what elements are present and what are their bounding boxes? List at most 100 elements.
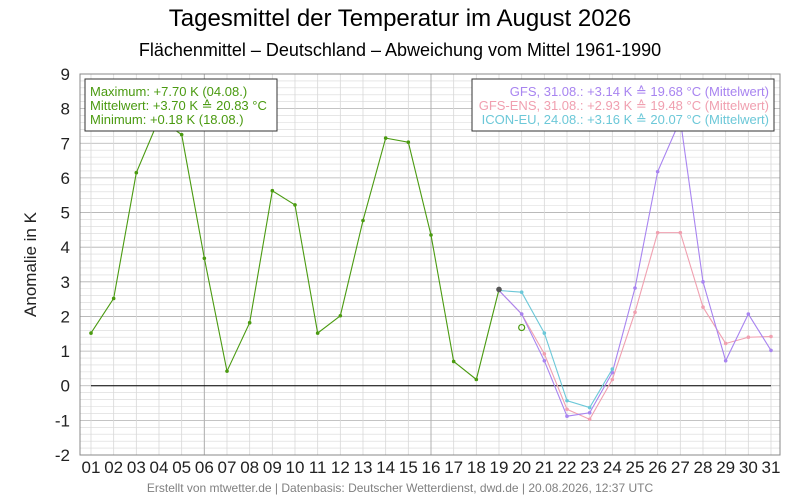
data-point-gfs_ens — [746, 335, 751, 340]
data-point-gfs — [565, 414, 569, 419]
data-point-observed — [134, 170, 139, 175]
data-point-observed — [89, 331, 93, 335]
x-tick-label: 15 — [399, 458, 418, 477]
data-point-gfs — [701, 280, 705, 284]
x-tick-label: 09 — [263, 458, 282, 477]
x-tick-label: 30 — [739, 458, 758, 477]
data-point-observed — [361, 218, 365, 223]
data-point-observed — [315, 331, 320, 335]
y-tick-label: 7 — [61, 134, 70, 153]
data-point-icon_eu — [565, 398, 569, 403]
y-tick-label: 9 — [61, 65, 70, 84]
y-tick-label: 0 — [61, 377, 70, 396]
stats-line: Maximum: +7.70 K (04.08.) — [90, 84, 247, 99]
data-point-gfs_ens — [587, 417, 592, 422]
chart-title: Tagesmittel der Temperatur im August 202… — [168, 5, 632, 32]
stats-line: Minimum: +0.18 K (18.08.) — [90, 112, 244, 127]
data-point-gfs_ens — [678, 230, 683, 235]
data-point-gfs_ens — [610, 377, 615, 382]
data-point-gfs — [633, 286, 637, 290]
x-tick-label: 14 — [376, 458, 395, 477]
y-tick-label: -2 — [55, 446, 70, 465]
model-line-gfs_ens: GFS-ENS, 31.08.: +2.93 K ≙ 19.48 °C (Mit… — [479, 98, 769, 113]
x-tick-label: 06 — [195, 458, 214, 477]
y-tick-label: 2 — [61, 307, 70, 326]
x-tick-label: 31 — [762, 458, 781, 477]
footer-credits: Erstellt von mtwetter.de | Datenbasis: D… — [146, 481, 654, 495]
y-tick-label: 3 — [61, 273, 70, 292]
x-tick-label: 22 — [558, 458, 577, 477]
current-value-marker — [496, 286, 502, 293]
x-tick-label: 02 — [104, 458, 123, 477]
data-point-gfs — [746, 312, 751, 316]
data-point-icon_eu — [587, 405, 592, 410]
data-point-gfs_ens — [655, 230, 660, 235]
data-point-gfs — [723, 358, 728, 363]
data-point-gfs_ens — [542, 352, 547, 356]
x-tick-label: 26 — [648, 458, 667, 477]
model-box-frame — [471, 78, 775, 132]
x-tick-label: 03 — [127, 458, 146, 477]
data-point-observed — [383, 136, 388, 140]
x-tick-label: 20 — [512, 458, 531, 477]
x-tick-label: 10 — [286, 458, 305, 477]
x-tick-label: 23 — [580, 458, 599, 477]
model-legend-box: GFS, 31.08.: +3.14 K ≙ 19.68 °C (Mittelw… — [471, 78, 775, 132]
data-point-observed — [293, 203, 297, 207]
data-point-gfs_ens — [565, 407, 569, 412]
x-tick-label: 05 — [172, 458, 191, 477]
x-tick-label: 16 — [422, 458, 441, 477]
y-axis-label: Anomalie in K — [21, 211, 40, 317]
data-point-observed — [247, 320, 252, 325]
stats-box-frame — [84, 78, 278, 132]
data-point-observed — [225, 369, 229, 373]
data-point-gfs — [587, 410, 592, 415]
y-tick-label: 8 — [61, 100, 70, 119]
data-point-gfs — [542, 358, 547, 363]
x-tick-label: 29 — [716, 458, 735, 477]
x-tick-label: 25 — [626, 458, 645, 477]
data-point-icon_eu — [542, 331, 547, 335]
data-point-gfs_ens — [723, 341, 728, 346]
data-point-icon_eu — [610, 367, 615, 371]
x-tick-label: 08 — [240, 458, 259, 477]
data-point-gfs_ens — [633, 310, 637, 315]
data-point-observed — [179, 132, 184, 137]
x-tick-label: 27 — [671, 458, 690, 477]
data-point-observed — [406, 140, 411, 145]
y-tick-label: 6 — [61, 169, 70, 188]
x-tick-label: 04 — [150, 458, 169, 477]
data-point-gfs — [519, 312, 524, 316]
series-line-icon_eu — [498, 289, 613, 409]
series-gfs — [497, 117, 773, 419]
data-point-gfs_ens — [769, 334, 773, 339]
data-point-observed — [429, 233, 433, 237]
x-tick-label: 21 — [535, 458, 554, 477]
mean-value-marker — [518, 323, 526, 332]
x-tick-label: 12 — [331, 458, 350, 477]
stats-line: Mittelwert: +3.70 K ≙ 20.83 °C — [90, 98, 267, 113]
x-tick-label: 07 — [218, 458, 237, 477]
data-point-observed — [338, 313, 343, 318]
x-tick-label: 18 — [467, 458, 486, 477]
x-tick-label: 17 — [444, 458, 463, 477]
model-line-icon_eu: ICON-EU, 24.08.: +3.16 K ≙ 20.07 °C (Mit… — [482, 112, 769, 127]
data-point-observed — [451, 359, 456, 364]
model-line-gfs: GFS, 31.08.: +3.14 K ≙ 19.68 °C (Mittelw… — [510, 84, 769, 99]
data-point-observed — [270, 188, 275, 193]
x-tick-label: 28 — [694, 458, 713, 477]
data-point-observed — [474, 377, 479, 382]
data-point-observed — [202, 256, 207, 261]
x-tick-label: 19 — [490, 458, 509, 477]
y-tick-label: 1 — [61, 342, 70, 361]
chart-subtitle: Flächenmittel – Deutschland – Abweichung… — [138, 40, 662, 60]
stats-legend-box: Maximum: +7.70 K (04.08.)Mittelwert: +3.… — [84, 78, 278, 132]
data-point-observed — [111, 296, 116, 301]
x-tick-label: 01 — [82, 458, 101, 477]
y-tick-label: 4 — [61, 238, 70, 257]
x-tick-label: 24 — [603, 458, 622, 477]
x-tick-label: 13 — [354, 458, 373, 477]
y-tick-label: -1 — [55, 411, 70, 430]
data-point-icon_eu — [519, 290, 524, 295]
